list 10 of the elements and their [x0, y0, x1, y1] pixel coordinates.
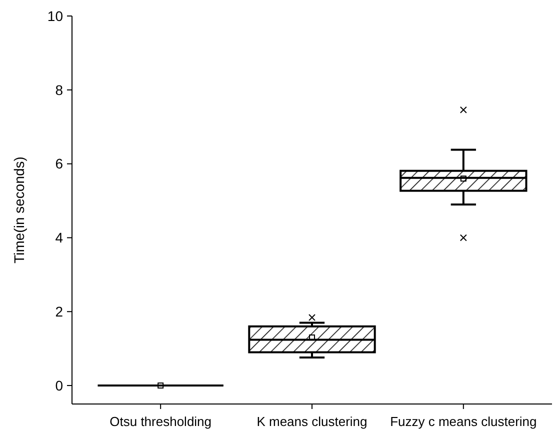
y-tick-label: 4 — [55, 230, 64, 246]
x-tick-label: Otsu thresholding — [110, 414, 212, 429]
y-tick-label: 10 — [47, 8, 64, 24]
x-tick-label: Fuzzy c means clustering — [390, 414, 537, 429]
y-tick-label: 6 — [55, 156, 64, 172]
y-tick-label: 2 — [55, 304, 64, 320]
y-axis-title: Time(in seconds) — [11, 156, 27, 264]
y-tick-label: 8 — [55, 82, 64, 98]
x-tick-label: K means clustering — [256, 414, 368, 429]
y-tick-label: 0 — [55, 377, 64, 394]
